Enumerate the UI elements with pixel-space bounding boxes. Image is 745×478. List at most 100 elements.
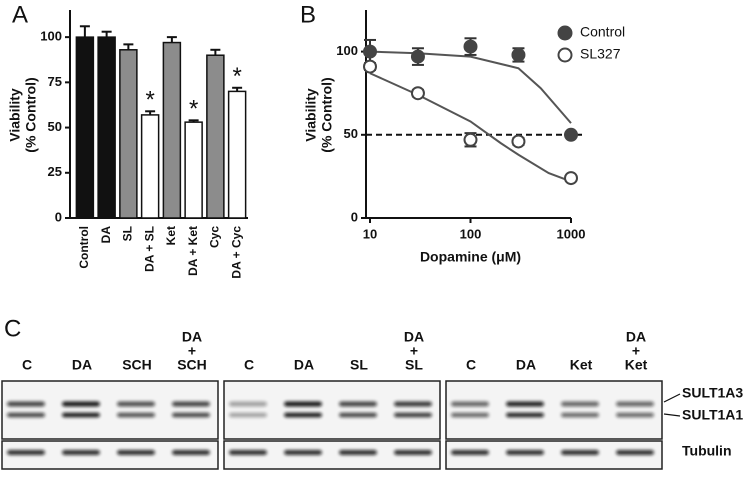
y-tick-label: 50 — [344, 126, 358, 141]
band-label: Tubulin — [682, 443, 732, 459]
data-point — [564, 127, 578, 142]
x-tick-label: Control — [77, 226, 91, 269]
band — [616, 450, 654, 455]
band — [117, 401, 155, 407]
x-tick-label: DA — [99, 226, 113, 244]
y-axis-label: Viability — [7, 88, 23, 142]
significance-marker: * — [232, 63, 241, 90]
bar — [206, 54, 225, 219]
x-tick-label: Cyc — [208, 226, 222, 248]
band-pointer — [663, 413, 681, 417]
lane-label: Ket — [625, 357, 648, 373]
y-axis-label: (% Control) — [319, 77, 335, 152]
x-tick-label: SL — [121, 226, 135, 241]
band — [506, 412, 544, 418]
legend-label: Control — [580, 24, 625, 40]
data-point — [564, 171, 578, 186]
band — [7, 401, 45, 407]
x-tick-label: DA + SL — [142, 226, 156, 272]
band — [561, 450, 599, 455]
legend-marker — [557, 25, 573, 41]
panel-label: B — [300, 1, 316, 28]
lane-label: SL — [350, 357, 368, 373]
band — [339, 450, 377, 455]
band — [284, 450, 322, 455]
band — [229, 412, 267, 418]
x-tick-label: 1000 — [557, 226, 586, 241]
band — [394, 412, 432, 418]
band-label: SULT1A3 — [682, 385, 743, 401]
lane-label: SCH — [122, 357, 152, 373]
y-tick-label: 50 — [48, 119, 62, 134]
lane-label: SCH — [177, 357, 207, 373]
band — [284, 401, 322, 407]
blot-panel — [445, 380, 663, 440]
lane-label: + — [188, 343, 196, 359]
band — [616, 401, 654, 407]
band — [172, 401, 210, 407]
fit-curve — [369, 50, 572, 124]
bar — [119, 49, 138, 219]
band — [394, 450, 432, 455]
bar — [162, 41, 182, 219]
band-pointer — [663, 393, 681, 403]
x-tick-label: 100 — [460, 226, 482, 241]
band — [117, 412, 155, 418]
significance-marker: * — [145, 87, 154, 114]
lane-label: DA — [294, 357, 314, 373]
band — [7, 450, 45, 455]
band — [451, 401, 489, 407]
lane-label: DA — [72, 357, 92, 373]
data-point — [410, 86, 425, 101]
band — [339, 401, 377, 407]
x-tick-label: DA + Ket — [186, 226, 200, 276]
band — [339, 412, 377, 418]
lane-label: DA — [516, 357, 536, 373]
legend-label: SL327 — [580, 46, 621, 62]
panel-label: C — [4, 315, 21, 342]
x-tick-label: DA + Cyc — [229, 226, 243, 279]
legend-marker — [557, 47, 573, 63]
band — [62, 412, 100, 418]
band — [561, 412, 599, 418]
y-tick-label: 75 — [48, 74, 62, 89]
x-axis-label: Dopamine (μM) — [420, 249, 521, 265]
band — [561, 401, 599, 407]
lane-label: Ket — [570, 357, 593, 373]
band — [506, 401, 544, 407]
panel-label: A — [12, 1, 28, 28]
data-point — [511, 47, 526, 62]
bar — [140, 114, 160, 219]
bar — [227, 90, 247, 219]
x-tick-label: 10 — [363, 226, 377, 241]
y-tick-label: 100 — [40, 29, 62, 44]
band — [229, 450, 267, 455]
band — [229, 401, 267, 407]
band — [172, 450, 210, 455]
y-tick-label: 100 — [336, 43, 358, 58]
y-tick-label: 25 — [48, 164, 62, 179]
band — [62, 401, 100, 407]
significance-marker: * — [189, 96, 198, 123]
lane-label: C — [244, 357, 254, 373]
data-point — [511, 134, 526, 149]
bar — [75, 36, 95, 219]
lane-label: DA — [626, 329, 646, 345]
lane-label: DA — [404, 329, 424, 345]
x-tick-label: Ket — [164, 226, 178, 245]
band — [62, 450, 100, 455]
band-label: SULT1A1 — [682, 407, 743, 423]
y-axis-label: Viability — [303, 88, 319, 142]
band — [394, 401, 432, 407]
data-point — [410, 49, 425, 64]
band — [616, 412, 654, 418]
data-point — [463, 39, 478, 54]
y-tick-label: 0 — [351, 209, 358, 224]
lane-label: C — [466, 357, 476, 373]
band — [117, 450, 155, 455]
lane-label: + — [632, 343, 640, 359]
blot-panel — [223, 380, 441, 440]
data-point — [363, 59, 377, 74]
lane-label: DA — [182, 329, 202, 345]
band — [451, 450, 489, 455]
